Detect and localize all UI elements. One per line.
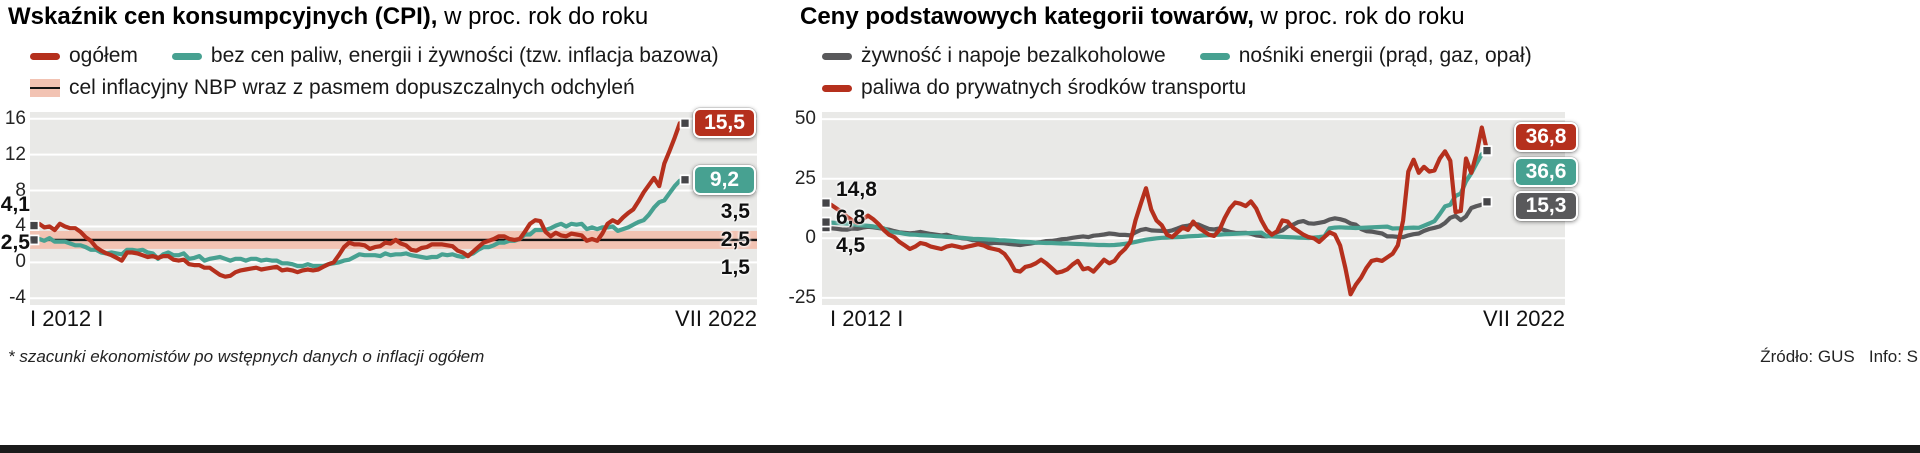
source-credit: Źródło: GUS Info: S xyxy=(1760,347,1918,366)
left-chart-title-bold: Wskaźnik cen konsumpcyjnych (CPI), xyxy=(8,3,438,30)
legend-label-inflation-target: cel inflacyjny NBP wraz z pasmem dopuszc… xyxy=(69,76,635,99)
legend-label-energy: nośniki energii (prąd, gaz, opał) xyxy=(1238,44,1532,67)
legend-item-inflation-target: cel inflacyjny NBP wraz z pasmem dopuszc… xyxy=(30,76,635,100)
series-line-1 xyxy=(823,148,1490,248)
legend-item-cpi-total: ogółem xyxy=(30,44,138,68)
right-legend-row-2: paliwa do prywatnych środków transportu xyxy=(822,76,1246,100)
left-legend-row-2: cel inflacyjny NBP wraz z pasmem dopuszc… xyxy=(30,76,635,100)
endpoint-marker xyxy=(30,220,40,231)
y-tick-label: -4 xyxy=(9,287,26,309)
right-x-end-label: VII 2022 xyxy=(1483,306,1565,331)
legend-item-core-inflation: bez cen paliw, energii i żywności (tzw. … xyxy=(171,44,719,68)
y-tick-label: 0 xyxy=(15,251,26,273)
endpoint-marker xyxy=(30,234,40,246)
y-tick-label: 8 xyxy=(15,179,26,201)
legend-label-cpi-total: ogółem xyxy=(69,44,138,67)
legend-swatch-food xyxy=(822,52,852,60)
target-band-label: 1,5 xyxy=(720,256,750,279)
value-badge: 15,3 xyxy=(1514,190,1578,221)
series-line-1 xyxy=(31,177,688,269)
legend-item-energy: nośniki energii (prąd, gaz, opał) xyxy=(1199,44,1532,68)
legend-label-core-inflation: bez cen paliw, energii i żywności (tzw. … xyxy=(210,44,719,67)
y-tick-label: 16 xyxy=(4,107,26,129)
right-chart-title-bold: Ceny podstawowych kategorii towarów, xyxy=(800,3,1254,30)
right-legend-row-1: żywność i napoje bezalkoholowe nośniki e… xyxy=(822,44,1532,68)
legend-item-food: żywność i napoje bezalkoholowe xyxy=(822,44,1166,68)
y-tick-label: 4 xyxy=(15,215,26,237)
endpoint-marker xyxy=(822,216,832,228)
value-badge: 36,8 xyxy=(1514,121,1578,152)
chart-svg-1 xyxy=(822,118,1565,299)
right-chart-title-subtitle: w proc. rok do roku xyxy=(1253,3,1465,30)
target-band-label: 3,5 xyxy=(720,200,750,223)
endpoint-marker xyxy=(679,174,691,186)
value-badge: 36,6 xyxy=(1514,157,1578,188)
legend-label-fuels: paliwa do prywatnych środków transportu xyxy=(861,76,1247,99)
left-x-start-label: I 2012 I xyxy=(30,306,104,331)
series-start-value: 14,8 xyxy=(836,178,877,201)
value-badge: 15,5 xyxy=(693,108,756,139)
footnote: * szacunki ekonomistów po wstępnych dany… xyxy=(8,347,485,366)
endpoint-marker xyxy=(679,117,691,129)
left-x-end-label: VII 2022 xyxy=(675,306,757,331)
legend-swatch-energy xyxy=(1199,52,1230,60)
endpoint-marker xyxy=(1481,145,1493,156)
y-tick-label: 0 xyxy=(805,227,816,249)
left-chart-title-subtitle: w proc. rok do roku xyxy=(437,3,649,30)
legend-swatch-inflation-target-band xyxy=(30,79,60,97)
legend-item-fuels: paliwa do prywatnych środków transportu xyxy=(822,76,1246,100)
right-x-start-label: I 2012 I xyxy=(830,306,904,331)
endpoint-marker xyxy=(1481,196,1493,208)
y-tick-label: -25 xyxy=(788,286,816,308)
series-start-value: 6,8 xyxy=(836,206,866,229)
bottom-bar xyxy=(0,445,1920,453)
legend-label-food: żywność i napoje bezalkoholowe xyxy=(861,44,1166,67)
right-plot-area xyxy=(822,112,1565,305)
y-tick-label: 12 xyxy=(4,143,26,165)
series-start-value: 2,5 xyxy=(0,231,30,254)
left-plot-area xyxy=(30,112,757,305)
value-badge: 9,2 xyxy=(693,164,756,195)
right-chart-title: Ceny podstawowych kategorii towarów, w p… xyxy=(800,2,1465,32)
series-start-value: 4,1 xyxy=(0,193,30,216)
endpoint-marker xyxy=(822,197,832,209)
legend-swatch-core-inflation xyxy=(171,52,202,60)
target-band-label: 2,5 xyxy=(720,228,750,251)
legend-swatch-cpi-total xyxy=(30,52,60,60)
left-legend-row-1: ogółem bez cen paliw, energii i żywności… xyxy=(30,44,719,68)
series-line-2 xyxy=(823,125,1490,297)
legend-swatch-fuels xyxy=(822,84,852,92)
series-start-value: 4,5 xyxy=(836,234,866,257)
y-tick-label: 50 xyxy=(794,108,816,130)
chart-svg-0 xyxy=(30,117,757,300)
series-line-0 xyxy=(31,121,688,279)
left-chart-title: Wskaźnik cen konsumpcyjnych (CPI), w pro… xyxy=(8,2,648,32)
y-tick-label: 25 xyxy=(794,167,816,189)
